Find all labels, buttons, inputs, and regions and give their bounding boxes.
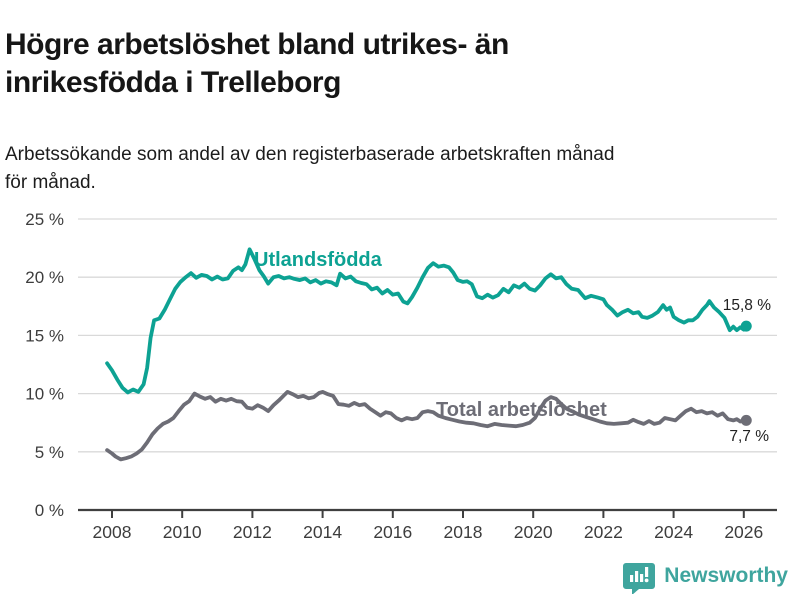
- y-tick-label: 25 %: [25, 210, 64, 229]
- chart-subtitle: Arbetssökande som andel av den registerb…: [5, 141, 614, 197]
- x-tick-label: 2008: [93, 522, 132, 542]
- newsworthy-logo-icon: [623, 563, 656, 594]
- chart-title: Högre arbetslöshet bland utrikes- än inri…: [5, 26, 509, 102]
- chart-subtitle-line-1: Arbetssökande som andel av den registerb…: [5, 144, 615, 165]
- series-total: Total arbetslöshet 7,7 %: [105, 389, 769, 462]
- x-tick-label: 2014: [303, 522, 342, 542]
- y-tick-label: 10 %: [25, 385, 64, 404]
- series-line: [105, 389, 749, 462]
- y-tick-label: 15 %: [25, 326, 64, 345]
- y-tick-label: 5 %: [35, 443, 64, 462]
- bar-chart-glyph: [630, 567, 649, 583]
- series-line: [105, 247, 749, 395]
- series-end-dot: [740, 320, 752, 332]
- x-tick-label: 2010: [163, 522, 202, 542]
- series-end-dot: [740, 414, 752, 426]
- x-axis: 2008 2010 2012 2014 2016 2018 2020 2022 2024 2026: [93, 510, 763, 542]
- series-label: Utlandsfödda: [254, 249, 383, 271]
- x-tick-label: 2012: [233, 522, 272, 542]
- x-tick-label: 2020: [514, 522, 553, 542]
- y-axis-labels: 0 % 5 % 10 % 15 % 20 % 25 %: [25, 210, 64, 520]
- end-value-label: 15,8 %: [723, 297, 771, 314]
- x-tick-label: 2016: [373, 522, 412, 542]
- y-tick-label: 0 %: [35, 501, 64, 520]
- gridlines: [78, 218, 777, 512]
- brand-footer: Newsworthy: [621, 558, 788, 594]
- chart-title-line-1: Högre arbetslöshet bland utrikes- än: [5, 28, 509, 62]
- chart-title-line-2: inrikesfödda i Trelleborg: [5, 66, 341, 100]
- x-tick-label: 2024: [654, 522, 693, 542]
- x-tick-label: 2026: [724, 522, 763, 542]
- speech-bubble-shape: [623, 563, 656, 594]
- y-tick-label: 20 %: [25, 268, 64, 287]
- x-tick-label: 2022: [584, 522, 623, 542]
- end-value-label: 7,7 %: [729, 428, 769, 445]
- series-label: Total arbetslöshet: [436, 399, 607, 421]
- chart-subtitle-line-2: för månad.: [5, 172, 96, 193]
- series-utlandsfodda: Utlandsfödda 15,8 %: [105, 247, 771, 395]
- x-tick-label: 2018: [444, 522, 483, 542]
- brand-name: Newsworthy: [664, 564, 788, 587]
